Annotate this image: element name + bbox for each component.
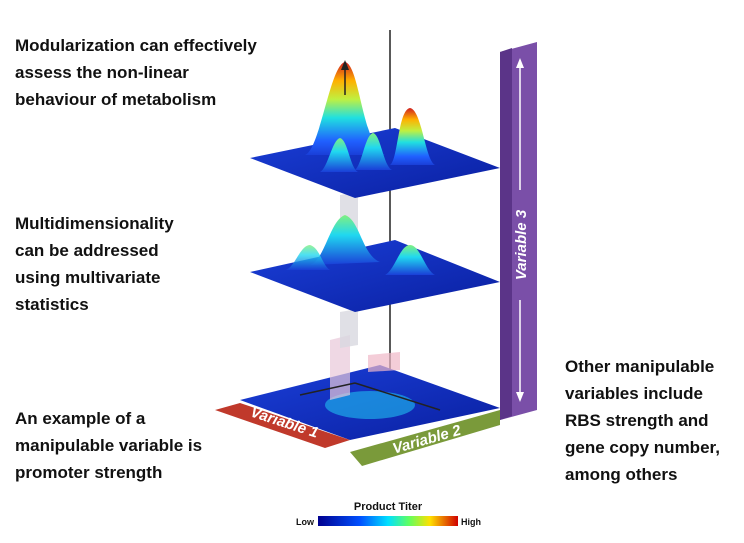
variable-3-label: Variable 3 — [513, 209, 530, 280]
surface-peak — [310, 215, 380, 265]
annotation-line: gene copy number, — [565, 438, 720, 457]
annotation-line: assess the non-linear — [15, 63, 189, 82]
arrow-head — [516, 58, 524, 68]
bar-side — [500, 48, 512, 420]
annotation-line: manipulable variable is — [15, 436, 202, 455]
annotation-line: can be addressed — [15, 241, 159, 260]
annotation-line: using multivariate — [15, 268, 160, 287]
annotation-line: statistics — [15, 295, 89, 314]
arrow-head — [341, 60, 349, 70]
annotation-line: Multidimensionality — [15, 214, 174, 233]
middle-plane — [250, 240, 500, 312]
annotation-line: An example of a — [15, 409, 146, 428]
legend-low: Low — [296, 517, 315, 527]
legend-high: High — [461, 517, 481, 527]
surface-peak — [285, 245, 330, 270]
variable-1-band — [215, 403, 350, 448]
surface-peak — [390, 108, 435, 165]
annotation-line: promoter strength — [15, 463, 162, 482]
annotation-2: Multidimensionality can be addressed usi… — [15, 214, 174, 314]
annotation-line: behaviour of metabolism — [15, 90, 216, 109]
colorbar — [318, 516, 458, 526]
annotation-line: among others — [565, 465, 677, 484]
annotation-1: Modularization can effectively assess th… — [15, 36, 257, 109]
connector — [340, 309, 358, 348]
arrow-head — [516, 392, 524, 402]
legend-title: Product Titer — [354, 501, 423, 513]
surface-peak — [320, 138, 358, 172]
annotation-3: An example of a manipulable variable is … — [15, 409, 202, 482]
axis-line — [354, 382, 441, 411]
surface-peak — [385, 245, 435, 275]
annotation-line: variables include — [565, 384, 703, 403]
annotation-line: Other manipulable — [565, 357, 714, 376]
annotation-line: Modularization can effectively — [15, 36, 257, 55]
axis-line — [299, 382, 356, 396]
variable-2-band — [350, 410, 500, 466]
annotation-line: RBS strength and — [565, 411, 709, 430]
connector — [368, 352, 400, 372]
surface-peak — [305, 62, 385, 155]
annotation-4: Other manipulable variables include RBS … — [565, 357, 720, 484]
surface-spot — [325, 391, 415, 419]
connector — [330, 335, 350, 400]
surface-peak — [355, 133, 392, 170]
